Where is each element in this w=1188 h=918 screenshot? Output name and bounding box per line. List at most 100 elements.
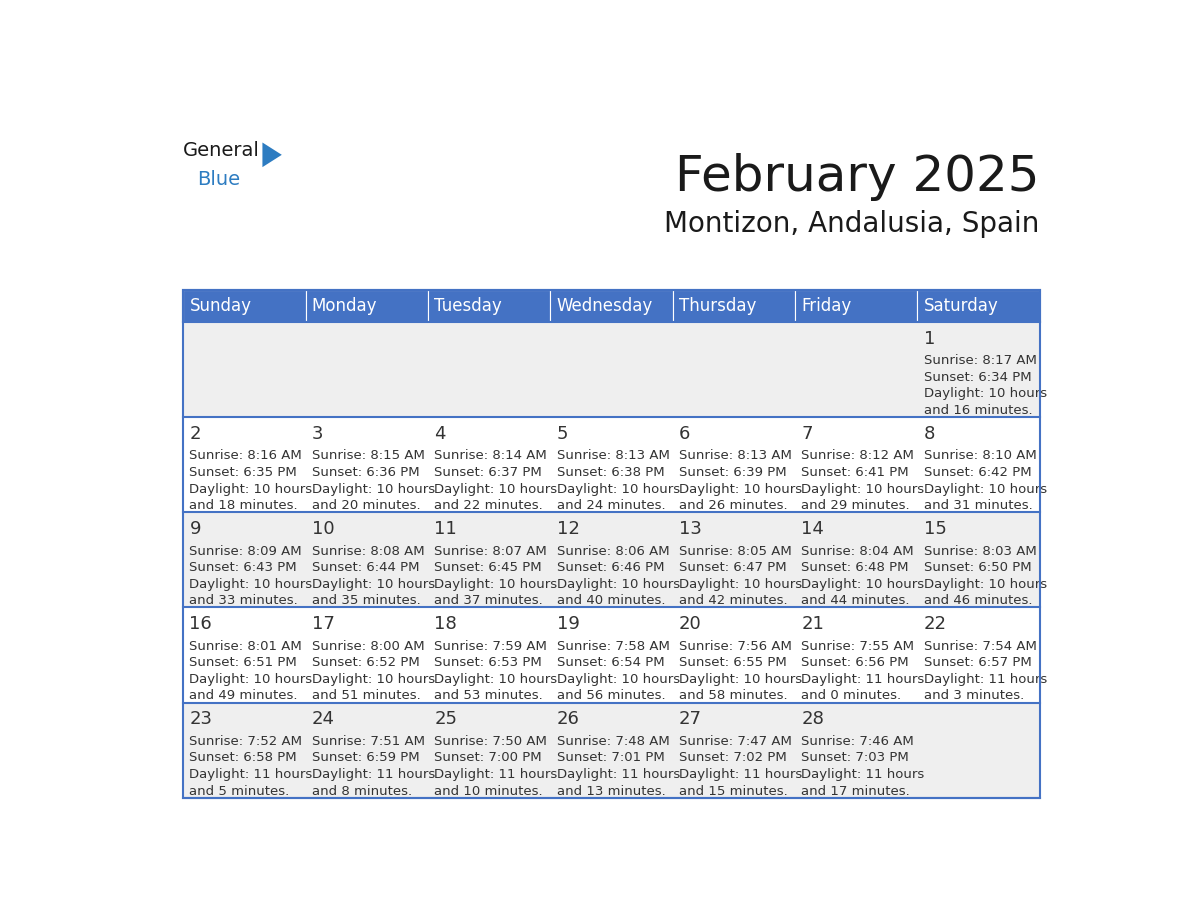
Text: and 8 minutes.: and 8 minutes.	[311, 785, 412, 798]
Text: Sunrise: 7:58 AM: Sunrise: 7:58 AM	[556, 640, 669, 653]
Text: 14: 14	[801, 520, 824, 538]
Text: Daylight: 11 hours: Daylight: 11 hours	[801, 673, 924, 686]
Text: Sunrise: 7:55 AM: Sunrise: 7:55 AM	[801, 640, 915, 653]
Text: and 22 minutes.: and 22 minutes.	[434, 499, 543, 512]
Text: 22: 22	[923, 615, 947, 633]
Text: Daylight: 11 hours: Daylight: 11 hours	[923, 673, 1047, 686]
Text: 3: 3	[311, 425, 323, 442]
Bar	[917, 322, 1040, 417]
Text: Daylight: 11 hours: Daylight: 11 hours	[434, 768, 557, 781]
Text: 24: 24	[311, 711, 335, 728]
Text: Sunrise: 7:54 AM: Sunrise: 7:54 AM	[923, 640, 1036, 653]
Text: Sunrise: 8:09 AM: Sunrise: 8:09 AM	[190, 544, 302, 557]
Text: Daylight: 10 hours: Daylight: 10 hours	[190, 483, 312, 496]
Text: 7: 7	[801, 425, 813, 442]
Text: Sunset: 6:52 PM: Sunset: 6:52 PM	[311, 656, 419, 669]
Bar	[795, 289, 917, 322]
Text: Daylight: 10 hours: Daylight: 10 hours	[556, 673, 680, 686]
Text: Sunrise: 8:00 AM: Sunrise: 8:00 AM	[311, 640, 424, 653]
Text: 20: 20	[678, 615, 702, 633]
Bar	[183, 289, 1040, 322]
Text: Sunset: 6:42 PM: Sunset: 6:42 PM	[923, 466, 1031, 479]
Text: 28: 28	[801, 711, 824, 728]
Text: and 31 minutes.: and 31 minutes.	[923, 499, 1032, 512]
Text: Daylight: 10 hours: Daylight: 10 hours	[434, 673, 557, 686]
Text: Sunset: 6:35 PM: Sunset: 6:35 PM	[190, 466, 297, 479]
Text: and 56 minutes.: and 56 minutes.	[556, 689, 665, 702]
Text: Daylight: 11 hours: Daylight: 11 hours	[801, 768, 924, 781]
Text: Sunrise: 7:51 AM: Sunrise: 7:51 AM	[311, 735, 425, 748]
Bar	[305, 512, 428, 608]
Bar	[428, 322, 550, 417]
Text: Sunrise: 7:56 AM: Sunrise: 7:56 AM	[678, 640, 791, 653]
Text: Sunrise: 8:15 AM: Sunrise: 8:15 AM	[311, 450, 424, 463]
Text: Sunset: 6:36 PM: Sunset: 6:36 PM	[311, 466, 419, 479]
Text: Sunset: 6:43 PM: Sunset: 6:43 PM	[190, 561, 297, 574]
Text: and 5 minutes.: and 5 minutes.	[190, 785, 290, 798]
Text: Sunset: 6:59 PM: Sunset: 6:59 PM	[311, 752, 419, 765]
Bar	[917, 417, 1040, 512]
Text: Sunrise: 8:12 AM: Sunrise: 8:12 AM	[801, 450, 914, 463]
Text: Sunset: 6:44 PM: Sunset: 6:44 PM	[311, 561, 419, 574]
Text: Daylight: 10 hours: Daylight: 10 hours	[190, 577, 312, 590]
Bar	[550, 417, 672, 512]
Text: Sunset: 6:46 PM: Sunset: 6:46 PM	[556, 561, 664, 574]
Text: February 2025: February 2025	[675, 152, 1040, 200]
Bar	[672, 512, 795, 608]
Bar	[917, 608, 1040, 702]
Text: 23: 23	[190, 711, 213, 728]
Text: Sunset: 6:34 PM: Sunset: 6:34 PM	[923, 371, 1031, 384]
Text: Daylight: 10 hours: Daylight: 10 hours	[923, 483, 1047, 496]
Bar	[550, 512, 672, 608]
Text: and 53 minutes.: and 53 minutes.	[434, 689, 543, 702]
Text: Daylight: 10 hours: Daylight: 10 hours	[923, 387, 1047, 400]
Bar	[672, 608, 795, 702]
Bar	[305, 289, 428, 322]
Bar	[795, 512, 917, 608]
Text: 21: 21	[801, 615, 824, 633]
Text: and 33 minutes.: and 33 minutes.	[190, 594, 298, 608]
Text: 9: 9	[190, 520, 201, 538]
Bar	[305, 417, 428, 512]
Text: and 35 minutes.: and 35 minutes.	[311, 594, 421, 608]
Text: 17: 17	[311, 615, 335, 633]
Text: Sunrise: 8:17 AM: Sunrise: 8:17 AM	[923, 354, 1036, 367]
Text: Thursday: Thursday	[678, 297, 757, 315]
Text: Sunset: 7:03 PM: Sunset: 7:03 PM	[801, 752, 909, 765]
Text: Sunset: 6:54 PM: Sunset: 6:54 PM	[556, 656, 664, 669]
Text: Sunset: 6:48 PM: Sunset: 6:48 PM	[801, 561, 909, 574]
Text: Daylight: 11 hours: Daylight: 11 hours	[556, 768, 680, 781]
Text: 8: 8	[923, 425, 935, 442]
Text: Daylight: 10 hours: Daylight: 10 hours	[190, 673, 312, 686]
Bar	[183, 322, 305, 417]
Text: Tuesday: Tuesday	[434, 297, 501, 315]
Bar	[183, 417, 305, 512]
Text: and 40 minutes.: and 40 minutes.	[556, 594, 665, 608]
Text: Sunrise: 7:48 AM: Sunrise: 7:48 AM	[556, 735, 669, 748]
Bar	[550, 322, 672, 417]
Text: Daylight: 10 hours: Daylight: 10 hours	[678, 673, 802, 686]
Bar	[672, 322, 795, 417]
Text: Friday: Friday	[801, 297, 852, 315]
Bar	[917, 512, 1040, 608]
Text: and 49 minutes.: and 49 minutes.	[190, 689, 298, 702]
Bar	[305, 608, 428, 702]
Text: Blue: Blue	[197, 170, 240, 189]
Text: and 29 minutes.: and 29 minutes.	[801, 499, 910, 512]
Text: and 51 minutes.: and 51 minutes.	[311, 689, 421, 702]
Bar	[672, 417, 795, 512]
Bar	[917, 289, 1040, 322]
Text: Sunrise: 8:13 AM: Sunrise: 8:13 AM	[556, 450, 669, 463]
Text: Daylight: 10 hours: Daylight: 10 hours	[311, 483, 435, 496]
Text: Sunrise: 7:47 AM: Sunrise: 7:47 AM	[678, 735, 791, 748]
Bar	[183, 512, 305, 608]
Text: Monday: Monday	[311, 297, 378, 315]
Bar	[550, 608, 672, 702]
Text: and 16 minutes.: and 16 minutes.	[923, 404, 1032, 417]
Bar	[183, 702, 305, 798]
Bar	[672, 289, 795, 322]
Text: 15: 15	[923, 520, 947, 538]
Text: Daylight: 10 hours: Daylight: 10 hours	[678, 483, 802, 496]
Text: Sunrise: 7:52 AM: Sunrise: 7:52 AM	[190, 735, 303, 748]
Text: General: General	[183, 141, 260, 160]
